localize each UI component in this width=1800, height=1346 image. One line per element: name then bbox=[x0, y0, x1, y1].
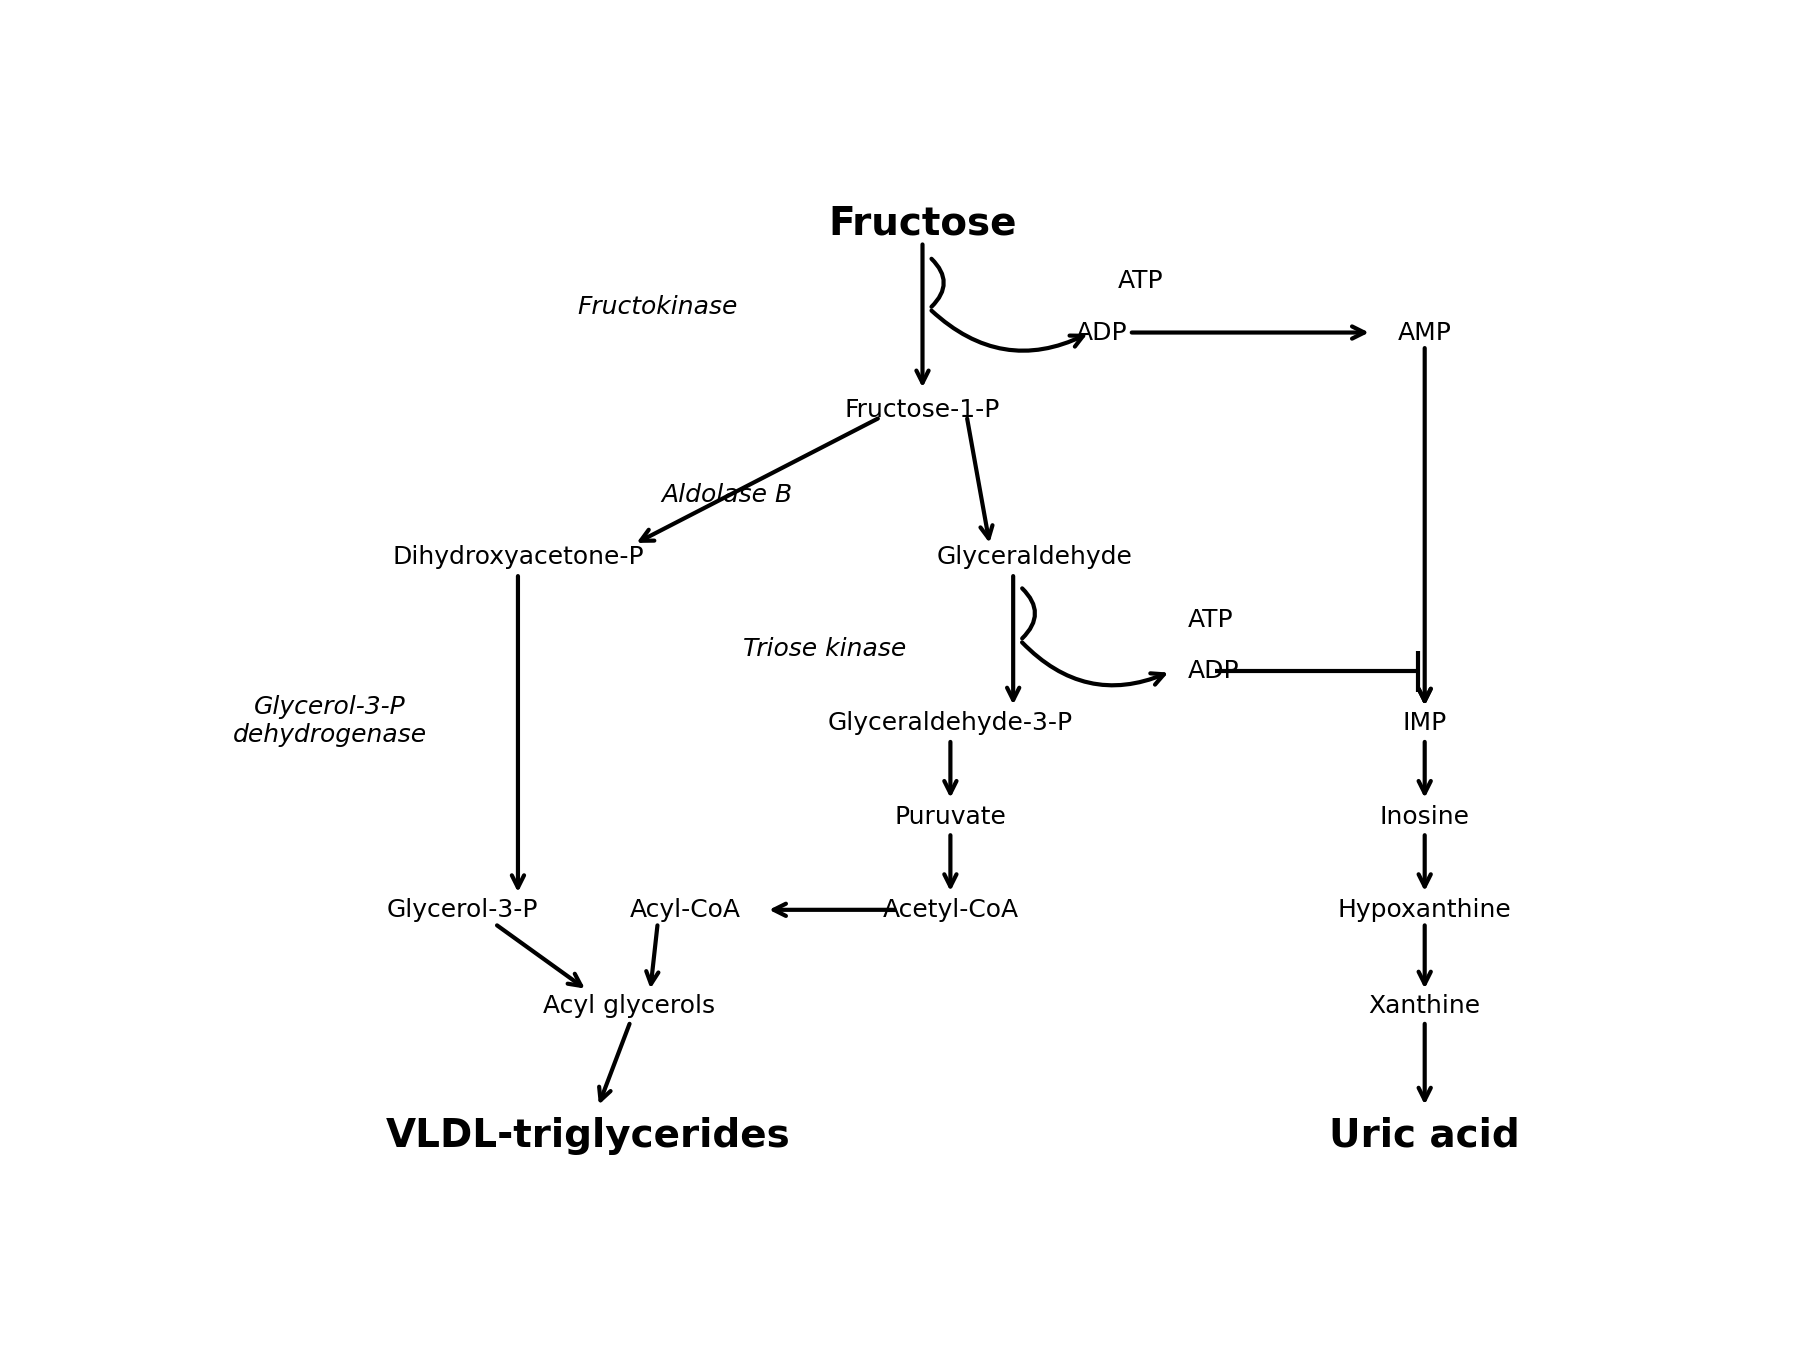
Text: Triose kinase: Triose kinase bbox=[743, 637, 907, 661]
FancyArrowPatch shape bbox=[932, 311, 1084, 351]
Text: Aldolase B: Aldolase B bbox=[662, 483, 792, 507]
Text: Acyl-CoA: Acyl-CoA bbox=[630, 898, 742, 922]
Text: Glycerol-3-P: Glycerol-3-P bbox=[387, 898, 538, 922]
Text: Puruvate: Puruvate bbox=[895, 805, 1006, 829]
Text: Acyl glycerols: Acyl glycerols bbox=[544, 995, 716, 1018]
Text: Fructose-1-P: Fructose-1-P bbox=[844, 398, 1001, 423]
Text: ADP: ADP bbox=[1076, 320, 1127, 345]
Text: Hypoxanthine: Hypoxanthine bbox=[1337, 898, 1512, 922]
Text: Xanthine: Xanthine bbox=[1368, 995, 1481, 1018]
Text: VLDL-triglycerides: VLDL-triglycerides bbox=[385, 1117, 790, 1155]
Text: Inosine: Inosine bbox=[1381, 805, 1469, 829]
Text: Fructose: Fructose bbox=[828, 205, 1017, 242]
Text: IMP: IMP bbox=[1402, 711, 1447, 735]
FancyArrowPatch shape bbox=[1022, 642, 1165, 685]
Text: Fructokinase: Fructokinase bbox=[578, 295, 738, 319]
Text: Glyceraldehyde: Glyceraldehyde bbox=[936, 545, 1132, 569]
Text: Acetyl-CoA: Acetyl-CoA bbox=[882, 898, 1019, 922]
Text: AMP: AMP bbox=[1399, 320, 1451, 345]
Text: ATP: ATP bbox=[1188, 607, 1233, 631]
Text: Glycerol-3-P
dehydrogenase: Glycerol-3-P dehydrogenase bbox=[232, 696, 427, 747]
Text: Dihydroxyacetone-P: Dihydroxyacetone-P bbox=[392, 545, 644, 569]
Text: ATP: ATP bbox=[1118, 269, 1163, 292]
FancyArrowPatch shape bbox=[931, 258, 943, 307]
FancyArrowPatch shape bbox=[1022, 588, 1035, 638]
Text: Glyceraldehyde-3-P: Glyceraldehyde-3-P bbox=[828, 711, 1073, 735]
Text: Uric acid: Uric acid bbox=[1330, 1117, 1519, 1155]
Text: ADP: ADP bbox=[1188, 660, 1238, 684]
